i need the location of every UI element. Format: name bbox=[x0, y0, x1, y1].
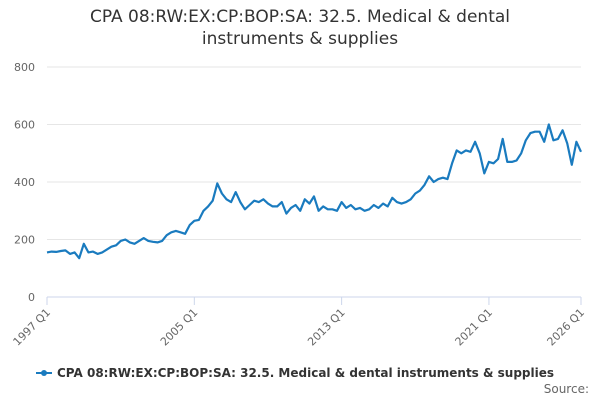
y-tick-label: 400 bbox=[14, 176, 35, 189]
legend-marker bbox=[41, 370, 47, 376]
chart-title: CPA 08:RW:EX:CP:BOP:SA: 32.5. Medical & … bbox=[89, 7, 511, 49]
x-tick-label: 2005 Q1 bbox=[158, 306, 201, 349]
legend-label: CPA 08:RW:EX:CP:BOP:SA: 32.5. Medical & … bbox=[57, 366, 554, 380]
x-tick-label: 2026 Q1 bbox=[545, 306, 588, 349]
x-tick-label: 1997 Q1 bbox=[11, 306, 54, 349]
source: Source: bbox=[544, 382, 589, 396]
x-tick-label: 2021 Q1 bbox=[453, 306, 496, 349]
data-line bbox=[46, 123, 582, 260]
y-tick-label: 0 bbox=[28, 291, 35, 304]
x-tick-label: 2013 Q1 bbox=[305, 306, 348, 349]
y-tick-label: 200 bbox=[14, 234, 35, 247]
y-tick-label: 800 bbox=[14, 61, 35, 74]
y-tick-label: 600 bbox=[14, 119, 35, 132]
